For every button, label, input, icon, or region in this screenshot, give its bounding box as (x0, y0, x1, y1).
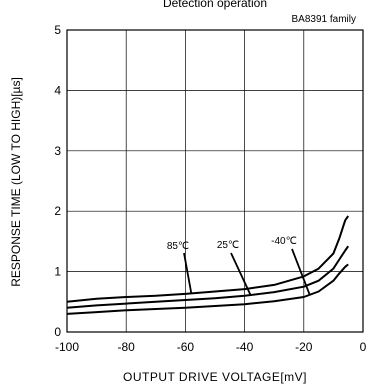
x-tick-label-4: -20 (295, 340, 313, 354)
y-tick-label-4: 4 (54, 83, 61, 97)
annotation-leader-0 (183, 252, 193, 294)
grid (66, 29, 364, 333)
annotation-leader-2 (291, 248, 311, 296)
annotation-leader-1 (230, 252, 252, 296)
y-tick-label-2: 2 (54, 204, 61, 218)
annotation-label-1: 25℃ (217, 240, 239, 251)
series-lines (66, 215, 350, 315)
annotation-leaders (183, 248, 311, 296)
y-tick-label-5: 5 (54, 23, 61, 37)
family-label: BA8391 family (292, 14, 356, 25)
annotations: 85℃ 25℃ -40℃ (167, 236, 297, 252)
x-tick-label-2: -60 (177, 340, 195, 354)
y-tick-label-0: 0 (54, 325, 61, 339)
y-tick-label-1: 1 (54, 265, 61, 279)
x-tick-label-0: -100 (55, 340, 79, 354)
y-tick-label-3: 3 (54, 144, 61, 158)
annotation-label-2: -40℃ (271, 236, 297, 247)
series-line-2 (66, 263, 349, 315)
series-line-1 (66, 245, 350, 309)
chart-title: Detection operation (163, 0, 267, 10)
x-axis-label: OUTPUT DRIVE VOLTAGE[mV] (123, 370, 307, 384)
annotation-label-0: 85℃ (167, 241, 189, 252)
tick-labels: -100 -80 -60 -40 -20 0 0 1 2 3 4 5 (54, 23, 366, 354)
series-line-0 (66, 215, 350, 303)
y-axis-label: RESPONSE TIME (LOW TO HIGH)[µs] (9, 77, 23, 287)
plot-frame (66, 29, 364, 333)
x-tick-label-1: -80 (118, 340, 136, 354)
x-tick-label-3: -40 (236, 340, 254, 354)
x-tick-label-5: 0 (360, 340, 366, 354)
